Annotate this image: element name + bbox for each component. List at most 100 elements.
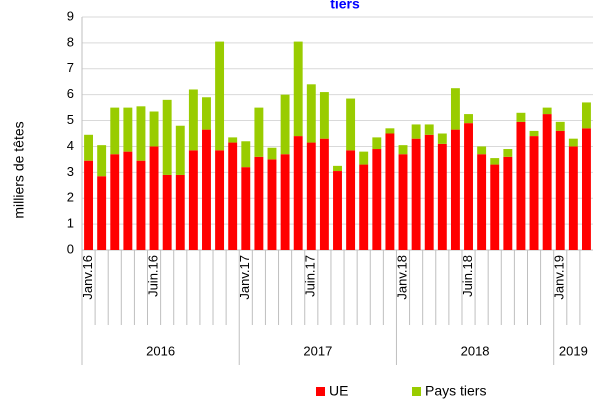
bar-segment bbox=[306, 84, 316, 143]
bar-segment bbox=[437, 143, 447, 250]
bar-segment bbox=[555, 121, 565, 131]
bar-segment bbox=[97, 145, 107, 177]
bar-segment bbox=[503, 149, 513, 157]
bar-segment bbox=[228, 142, 238, 250]
bar-segment bbox=[319, 92, 329, 139]
bar-segment bbox=[385, 128, 395, 134]
bar-segment bbox=[424, 134, 434, 250]
y-axis-label: milliers de têtes bbox=[11, 121, 27, 218]
bar-segment bbox=[359, 151, 369, 165]
bar-segment bbox=[542, 114, 552, 250]
bar-segment bbox=[280, 94, 290, 155]
x-tick-label: Janv.16 bbox=[80, 255, 95, 300]
bar-segment bbox=[516, 112, 526, 122]
bar-segment bbox=[477, 146, 487, 155]
bar-segment bbox=[529, 136, 539, 250]
bar-segment bbox=[123, 151, 133, 250]
y-tick-label: 6 bbox=[67, 86, 74, 101]
y-tick-label: 2 bbox=[67, 190, 74, 205]
bar-segment bbox=[319, 138, 329, 250]
bar-segment bbox=[215, 150, 225, 250]
bar-segment bbox=[464, 123, 473, 250]
y-tick-label: 5 bbox=[67, 112, 74, 127]
x-tick-label: Janv.17 bbox=[237, 255, 252, 300]
bar-segment bbox=[188, 89, 198, 151]
bar-segment bbox=[162, 99, 172, 175]
bar-segment bbox=[110, 107, 120, 155]
bar-segment bbox=[581, 102, 591, 129]
bar-segment bbox=[359, 164, 369, 250]
bar-segment bbox=[372, 149, 382, 250]
bar-segment bbox=[215, 41, 225, 151]
bar-segment bbox=[84, 160, 94, 250]
bar-segment bbox=[149, 146, 159, 250]
bar-segment bbox=[424, 124, 434, 135]
bar-segment bbox=[437, 133, 447, 144]
bar-segment bbox=[175, 174, 185, 250]
x-tick-label: Janv.19 bbox=[552, 255, 567, 300]
bar-segment bbox=[136, 106, 146, 161]
bar-segment bbox=[175, 125, 185, 175]
bar-segment bbox=[490, 164, 500, 250]
y-tick-label: 8 bbox=[67, 34, 74, 49]
group-label: 2019 bbox=[559, 343, 588, 358]
x-tick-label: Juin.18 bbox=[460, 255, 475, 297]
y-tick-label: 9 bbox=[67, 8, 74, 23]
bar-segment bbox=[162, 174, 172, 250]
bar-segment bbox=[568, 146, 578, 250]
x-tick-label: Juin.16 bbox=[146, 255, 161, 297]
bar-segment bbox=[254, 107, 264, 157]
bar-segment bbox=[490, 158, 500, 165]
bar-segment bbox=[581, 128, 591, 250]
bar-segment bbox=[202, 129, 211, 250]
y-tick-label: 1 bbox=[67, 216, 74, 231]
legend-swatch bbox=[412, 387, 421, 396]
bar-segment bbox=[529, 130, 539, 137]
bar-segment bbox=[450, 88, 460, 130]
bar-segment bbox=[228, 137, 238, 143]
bar-segment bbox=[411, 138, 421, 250]
bar-segment bbox=[84, 134, 94, 161]
bar-segment bbox=[267, 159, 277, 250]
bar-segment bbox=[202, 97, 211, 130]
bar-segment bbox=[306, 142, 316, 250]
y-tick-label: 0 bbox=[67, 241, 74, 256]
group-label: 2018 bbox=[461, 343, 490, 358]
bar-segment bbox=[516, 121, 526, 250]
y-tick-label: 7 bbox=[67, 60, 74, 75]
bar-segment bbox=[293, 136, 303, 250]
legend-label: UE bbox=[329, 383, 348, 399]
bar-segment bbox=[110, 154, 120, 250]
bar-segment bbox=[123, 107, 133, 152]
legend-swatch bbox=[316, 387, 325, 396]
bar-segment bbox=[372, 137, 382, 150]
bar-segment bbox=[398, 154, 408, 250]
bar-segment bbox=[136, 160, 146, 250]
bar-segment bbox=[542, 107, 552, 115]
bar-segment bbox=[385, 133, 395, 250]
bar-segment bbox=[477, 154, 487, 250]
bar-segment bbox=[97, 176, 107, 250]
chart-title: tiers bbox=[330, 0, 360, 12]
bar-segment bbox=[241, 141, 251, 168]
bar-segment bbox=[149, 111, 159, 147]
bar-segment bbox=[555, 130, 565, 250]
bar-segment bbox=[568, 138, 578, 147]
bar-segment bbox=[411, 124, 421, 139]
bar-segment bbox=[398, 145, 408, 155]
bar-segment bbox=[254, 156, 264, 250]
bar-segment bbox=[503, 156, 513, 250]
bar-segment bbox=[464, 114, 473, 124]
bar-segment bbox=[333, 165, 342, 172]
bar-segment bbox=[241, 167, 251, 250]
x-tick-label: Janv.18 bbox=[394, 255, 409, 300]
bar-segment bbox=[346, 150, 356, 250]
legend-label: Pays tiers bbox=[425, 383, 486, 399]
bar-segment bbox=[450, 129, 460, 250]
bar-segment bbox=[188, 150, 198, 250]
bar-segment bbox=[280, 154, 290, 250]
bar-segment bbox=[346, 98, 356, 151]
bar-segment bbox=[333, 171, 342, 250]
group-label: 2017 bbox=[303, 343, 332, 358]
